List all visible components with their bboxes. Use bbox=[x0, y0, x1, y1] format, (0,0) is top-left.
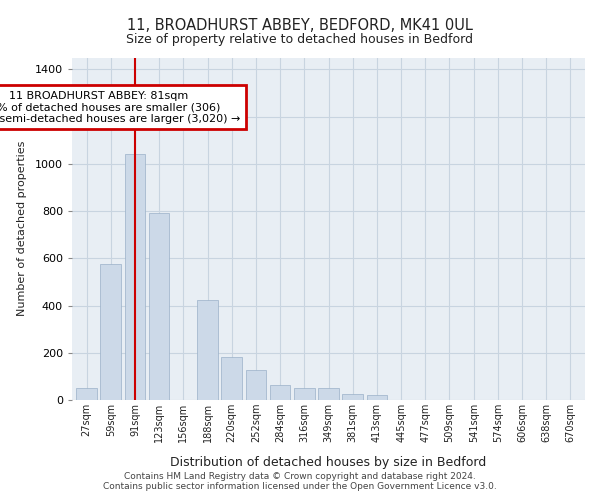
Text: Size of property relative to detached houses in Bedford: Size of property relative to detached ho… bbox=[127, 32, 473, 46]
Bar bbox=[318, 388, 339, 400]
Bar bbox=[197, 300, 218, 400]
Bar bbox=[125, 154, 145, 400]
Bar bbox=[245, 370, 266, 400]
Bar bbox=[149, 214, 169, 400]
Bar bbox=[294, 388, 314, 400]
Bar bbox=[221, 358, 242, 400]
Bar bbox=[343, 394, 363, 400]
Y-axis label: Number of detached properties: Number of detached properties bbox=[17, 141, 26, 316]
Text: 11 BROADHURST ABBEY: 81sqm
← 9% of detached houses are smaller (306)
90% of semi: 11 BROADHURST ABBEY: 81sqm ← 9% of detac… bbox=[0, 90, 241, 124]
Bar bbox=[100, 264, 121, 400]
X-axis label: Distribution of detached houses by size in Bedford: Distribution of detached houses by size … bbox=[170, 456, 487, 469]
Bar bbox=[270, 384, 290, 400]
Bar bbox=[367, 395, 387, 400]
Bar bbox=[76, 388, 97, 400]
Text: Contains public sector information licensed under the Open Government Licence v3: Contains public sector information licen… bbox=[103, 482, 497, 491]
Text: Contains HM Land Registry data © Crown copyright and database right 2024.: Contains HM Land Registry data © Crown c… bbox=[124, 472, 476, 481]
Text: 11, BROADHURST ABBEY, BEDFORD, MK41 0UL: 11, BROADHURST ABBEY, BEDFORD, MK41 0UL bbox=[127, 18, 473, 32]
